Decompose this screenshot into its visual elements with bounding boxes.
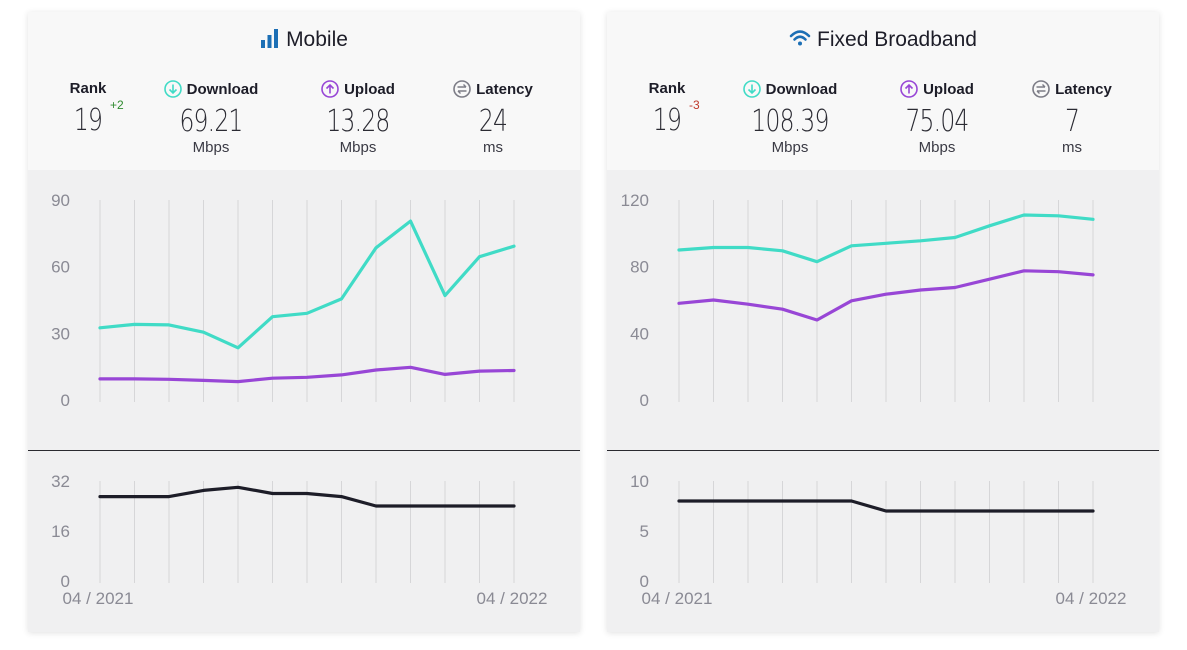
- y-tick-label: 90: [51, 191, 70, 210]
- signal-bars-icon: [261, 29, 279, 48]
- y-tick-label: 10: [630, 472, 649, 491]
- y-tick-label: 5: [640, 522, 649, 541]
- y-tick-label: 16: [51, 522, 70, 541]
- upload-unit: Mbps: [918, 139, 956, 156]
- download-value: 69.21: [179, 104, 243, 139]
- latency-value: 24: [478, 104, 508, 139]
- download-label: Download: [765, 81, 838, 98]
- x-start-label: 04 / 2021: [63, 589, 134, 608]
- rank-change-badge: +2: [110, 98, 124, 112]
- fixed-title-text: Fixed Broadband: [817, 28, 977, 51]
- series-line-upload: [677, 269, 1095, 322]
- mobile-title: Mobile: [28, 28, 580, 52]
- series-line-download: [677, 213, 1095, 264]
- mobile-upload-metric: Upload 13.28 Mbps: [313, 80, 403, 156]
- upload-value: 13.28: [326, 104, 390, 139]
- fixed-rank-metric: Rank 19: [643, 80, 691, 138]
- rank-label: Rank: [648, 80, 686, 97]
- mobile-speed-chart: 0 30 60 90: [51, 191, 516, 410]
- x-start-label: 04 / 2021: [642, 589, 713, 608]
- series-line-upload: [98, 365, 516, 384]
- download-label: Download: [186, 81, 259, 98]
- mobile-latency-chart: 0 16 32: [51, 472, 516, 591]
- fixed-charts: 0 40 80 120 0 5 10 04 / 2021 04 / 2022: [621, 191, 1127, 608]
- x-end-label: 04 / 2022: [477, 589, 548, 608]
- latency-value: 7: [1064, 104, 1080, 139]
- upload-label: Upload: [344, 81, 395, 98]
- wifi-icon: [789, 30, 811, 46]
- x-end-label: 04 / 2022: [1056, 589, 1127, 608]
- mobile-rank-metric: Rank 19: [64, 80, 112, 138]
- rank-change-badge: -3: [689, 98, 700, 112]
- y-tick-label: 40: [630, 324, 649, 343]
- mobile-latency-metric: Latency 24 ms: [448, 80, 538, 156]
- latency-unit: ms: [483, 139, 503, 156]
- download-value: 108.39: [751, 104, 829, 139]
- fixed-download-metric: Download 108.39 Mbps: [735, 80, 845, 156]
- mobile-title-text: Mobile: [286, 28, 348, 51]
- latency-label: Latency: [1055, 81, 1112, 98]
- fixed-summary-header: Fixed Broadband Rank 19 -3 Download 108.…: [607, 12, 1159, 170]
- latency-arrows-icon: [1032, 80, 1050, 98]
- y-tick-label: 0: [640, 391, 649, 410]
- rank-value: 19: [73, 103, 103, 138]
- y-tick-label: 32: [51, 472, 70, 491]
- fixed-upload-metric: Upload 75.04 Mbps: [892, 80, 982, 156]
- fixed-speed-chart: 0 40 80 120: [621, 191, 1095, 410]
- fixed-latency-chart: 0 5 10: [630, 472, 1095, 591]
- chart-divider: [28, 450, 580, 451]
- latency-label: Latency: [476, 81, 533, 98]
- series-line-download: [98, 219, 516, 350]
- series-line-latency: [98, 485, 516, 508]
- mobile-charts: 0 30 60 90 0 16 32 04 / 2021 04 / 2022: [51, 191, 548, 608]
- y-tick-label: 0: [61, 572, 70, 591]
- rank-label: Rank: [69, 80, 107, 97]
- y-tick-label: 0: [61, 391, 70, 410]
- y-tick-label: 120: [621, 191, 649, 210]
- y-tick-label: 80: [630, 258, 649, 277]
- series-line-latency: [677, 499, 1095, 513]
- y-tick-label: 60: [51, 258, 70, 277]
- y-tick-label: 0: [640, 572, 649, 591]
- y-tick-label: 30: [51, 324, 70, 343]
- download-unit: Mbps: [192, 139, 230, 156]
- mobile-summary-header: Mobile Rank 19 +2 Download 69.21 Mbps Up: [28, 12, 580, 170]
- rank-value: 19: [652, 103, 682, 138]
- download-unit: Mbps: [771, 139, 809, 156]
- latency-arrows-icon: [453, 80, 471, 98]
- upload-arrow-icon: [321, 80, 339, 98]
- chart-divider: [607, 450, 1159, 451]
- fixed-latency-metric: Latency 7 ms: [1027, 80, 1117, 156]
- mobile-card: Mobile Rank 19 +2 Download 69.21 Mbps Up: [28, 12, 580, 632]
- mobile-download-metric: Download 69.21 Mbps: [156, 80, 266, 156]
- upload-arrow-icon: [900, 80, 918, 98]
- download-arrow-icon: [742, 80, 761, 98]
- upload-label: Upload: [923, 81, 974, 98]
- latency-unit: ms: [1062, 139, 1082, 156]
- fixed-broadband-card: Fixed Broadband Rank 19 -3 Download 108.…: [607, 12, 1159, 632]
- upload-value: 75.04: [905, 104, 969, 139]
- upload-unit: Mbps: [339, 139, 377, 156]
- fixed-title: Fixed Broadband: [607, 28, 1159, 52]
- download-arrow-icon: [163, 80, 182, 98]
